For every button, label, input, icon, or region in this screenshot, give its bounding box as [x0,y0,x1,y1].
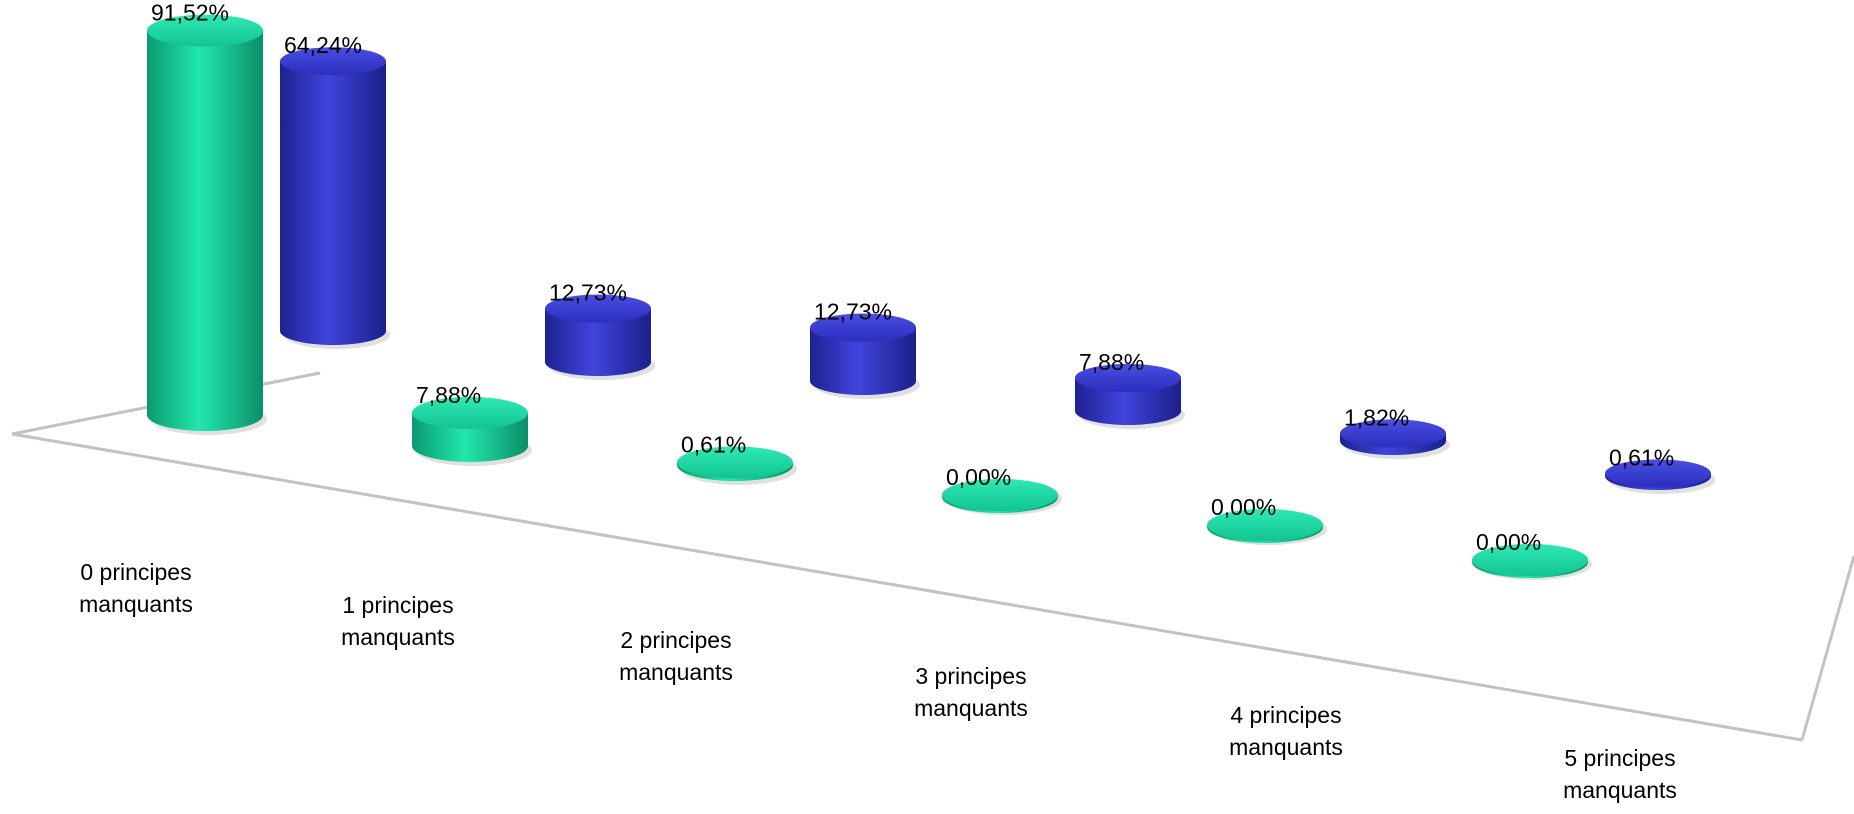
category-label-line: manquants [914,695,1028,721]
bar-s0-0 [147,14,267,435]
bar-top [545,294,651,323]
bar-s0-1 [412,396,532,466]
value-label-s1-1: 12,73% [549,280,627,306]
bar-s1-1 [545,294,655,380]
floor-right-edge [1800,555,1854,741]
value-label-s0-2: 0,61% [681,431,746,457]
bar-side [280,61,386,345]
category-label-line: 5 principes [1564,745,1675,771]
bar-side [810,327,916,395]
bar-s1-5 [1605,459,1715,494]
bar-side [147,30,263,432]
category-label-1: 1 principes manquants [341,592,455,650]
bar-top [412,396,528,429]
bar-top [942,479,1058,511]
category-label-line: manquants [619,659,733,685]
bar-side [545,308,651,376]
value-label-s1-2: 12,73% [814,299,892,325]
bar-s1-0 [280,47,390,349]
bar-s1-3 [1075,363,1185,429]
category-label-line: manquants [79,591,193,617]
bar-top [1207,509,1323,541]
category-label-line: manquants [1563,777,1677,803]
category-label-line: manquants [341,624,455,650]
bar-s0-3 [942,479,1062,515]
bar-top [810,313,916,342]
category-label-4: 4 principes manquants [1229,702,1343,760]
bars-group [147,14,1715,580]
value-label-s0-5: 0,00% [1476,529,1541,555]
value-label-s1-5: 0,61% [1609,444,1674,470]
category-label-line: 2 principes [620,627,731,653]
value-label-s0-4: 0,00% [1211,494,1276,520]
category-labels-group: 0 principes manquants 1 principes manquants… [79,559,1677,803]
category-label-3: 3 principes manquants [914,663,1028,721]
bar-s0-4 [1207,509,1327,545]
category-label-0: 0 principes manquants [79,559,193,617]
bar-s1-4 [1340,419,1450,459]
floor-front-edge [11,432,1803,742]
bar-s0-5 [1472,544,1592,580]
bar-top [280,47,386,76]
category-label-5: 5 principes manquants [1563,745,1677,803]
value-label-s0-0: 91,52% [151,0,229,26]
bar-s1-2 [810,313,920,399]
bar-top [1472,544,1588,576]
category-label-line: 4 principes [1230,702,1341,728]
value-label-s0-1: 7,88% [416,382,481,408]
category-label-line: manquants [1229,734,1343,760]
bar-top [147,14,263,47]
value-label-s1-3: 7,88% [1079,349,1144,375]
bar-s0-2 [677,446,797,485]
bar-top [1340,419,1446,448]
bar-top [1075,363,1181,392]
category-label-line: 3 principes [915,663,1026,689]
value-labels-group: 64,24% 12,73% 12,73% 7,88% 1,82% 0,61% 91,52% 7… [151,0,1674,555]
value-label-s1-0: 64,24% [284,32,362,58]
category-label-line: 0 principes [80,559,191,585]
value-label-s1-4: 1,82% [1344,404,1409,430]
category-label-2: 2 principes manquants [619,627,733,685]
bar-top [1605,459,1711,488]
category-label-line: 1 principes [342,592,453,618]
bar-top [677,446,793,479]
value-label-s0-3: 0,00% [946,464,1011,490]
